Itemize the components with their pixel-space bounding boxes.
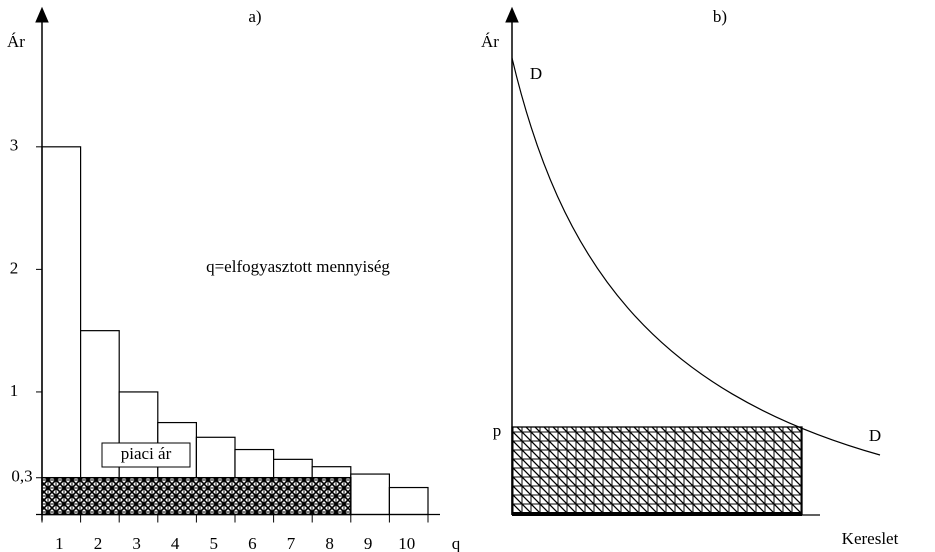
price-label: piaci ár — [121, 444, 172, 463]
panel-a: 1 2 3 4 5 6 7 8 9 10 piaci ár 0,3 1 2 3 a) Ár q q=elfogyas… — [7, 6, 461, 552]
arrow — [35, 6, 49, 23]
x-tick-label: 3 — [132, 534, 141, 552]
y-label: Ár — [481, 32, 499, 51]
x-tick-label: 2 — [94, 534, 103, 552]
curve-label: D — [869, 426, 881, 445]
curve-label: D — [530, 64, 542, 83]
demand-curve — [511, 57, 881, 456]
y-label: Ár — [7, 32, 25, 51]
panel-b: b) Ár Kereslet D D p — [481, 6, 899, 548]
x-tick-label: 9 — [364, 534, 373, 552]
bar — [41, 146, 82, 516]
x-tick-label: 7 — [287, 534, 296, 552]
x-tick-label: 6 — [248, 534, 257, 552]
x-tick-label: 10 — [398, 534, 415, 552]
price-label-box — [101, 442, 191, 468]
price-label: p — [493, 421, 502, 440]
arrow — [505, 6, 519, 23]
x-tick-label: 5 — [210, 534, 219, 552]
y-tick-label: 0,3 — [11, 467, 32, 486]
annotation: q=elfogyasztott mennyiség — [206, 257, 390, 276]
x-tick-label: 4 — [171, 534, 180, 552]
y-tick-label: 2 — [10, 258, 19, 277]
x-label: q — [452, 534, 461, 552]
y-tick-label: 1 — [10, 381, 19, 400]
title: b) — [713, 7, 727, 26]
title: a) — [248, 7, 261, 26]
bar — [388, 486, 429, 516]
bar — [350, 473, 390, 516]
x-tick-label: 1 — [55, 534, 64, 552]
hatched-area — [511, 426, 803, 515]
x-label: Kereslet — [842, 529, 899, 548]
market-price-area — [41, 476, 352, 516]
x-tick-label: 8 — [325, 534, 334, 552]
y-tick-label: 3 — [10, 136, 19, 155]
